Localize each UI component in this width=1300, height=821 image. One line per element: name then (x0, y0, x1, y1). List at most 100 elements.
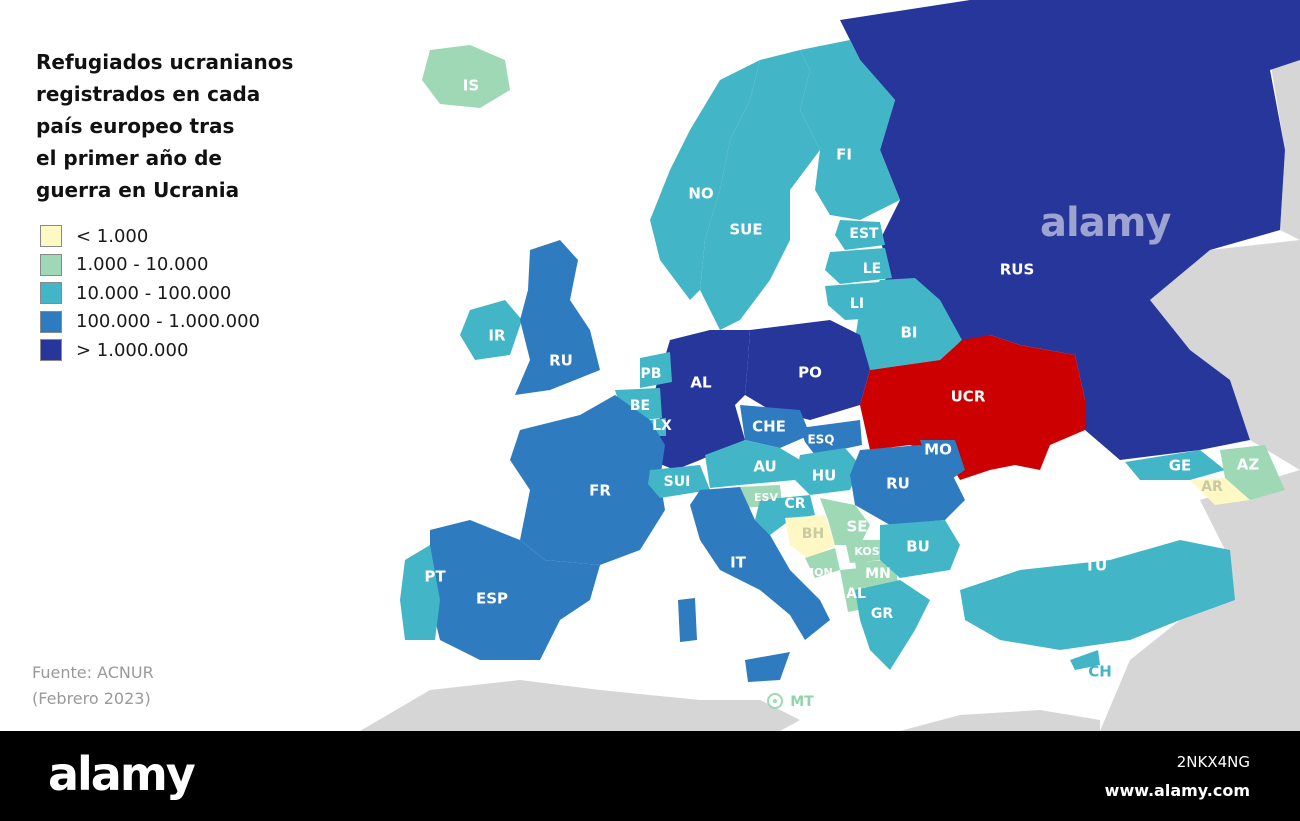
country-label: BE (630, 398, 650, 414)
watermark: alamy (1040, 200, 1171, 246)
country-region-hu (795, 448, 860, 495)
country-region-fi (800, 40, 900, 220)
title-line: registrados en cada (36, 82, 261, 106)
country-region-ir (460, 300, 522, 360)
country-region-fr (510, 395, 665, 565)
country-label: HU (812, 467, 837, 485)
country-label: AU (753, 458, 776, 476)
country-region-ch (1070, 650, 1100, 670)
legend-item: 10.000 - 100.000 (40, 279, 260, 308)
legend-label: < 1.000 (76, 225, 149, 247)
country-region-mt (767, 693, 783, 709)
country-label: FI (836, 146, 852, 164)
source-line: (Febrero 2023) (32, 689, 151, 708)
image-id: 2NKX4NG (1176, 753, 1250, 771)
country-label: IS (463, 77, 479, 95)
country-label: ESP (476, 590, 508, 608)
country-label: AZ (1237, 456, 1260, 474)
footer-logo: alamy (48, 747, 196, 801)
country-region-sicily (745, 652, 790, 682)
country-label: KOS (854, 545, 879, 558)
europe-map: IS NO SUE FI EST LE LI BI RUS IR RU PB B… (360, 0, 1300, 731)
title-line: Refugiados ucranianos (36, 50, 294, 74)
legend-item: < 1.000 (40, 222, 260, 251)
country-region-sui (648, 465, 710, 498)
country-label: AL (690, 374, 712, 392)
country-label: IR (488, 327, 506, 345)
country-label: SE (846, 518, 867, 536)
country-label: LX (652, 418, 672, 434)
country-region-ucr (860, 335, 1085, 480)
legend-label: 10.000 - 100.000 (76, 282, 232, 304)
country-region-sue (700, 50, 820, 330)
country-region-pb (640, 352, 672, 388)
map-title: Refugiados ucranianos registrados en cad… (36, 46, 326, 206)
country-label: ESQ (807, 433, 834, 447)
country-label: GR (871, 606, 893, 622)
title-line: país europeo tras (36, 114, 235, 138)
country-region-se (820, 498, 870, 545)
country-label: MO (924, 441, 952, 459)
country-label: BU (906, 538, 930, 556)
country-region-tu (960, 540, 1235, 650)
country-region-ge (1125, 450, 1225, 480)
country-label: MN (865, 566, 891, 582)
country-label: CR (784, 496, 805, 512)
legend-item: 100.000 - 1.000.000 (40, 308, 260, 337)
legend-label: > 1.000.000 (76, 339, 189, 361)
title-line: el primer año de (36, 146, 222, 170)
country-label: EST (849, 226, 879, 242)
legend-swatch (40, 339, 62, 362)
country-region-esp (430, 520, 600, 660)
country-label: ESV (754, 491, 778, 504)
country-region-gr (855, 580, 930, 670)
country-label: SUI (664, 474, 691, 490)
country-label: PB (641, 366, 662, 382)
country-label: MON (803, 566, 833, 579)
land-central-asia-top (1270, 55, 1300, 240)
country-label: BH (802, 526, 824, 542)
country-label: SUE (729, 221, 762, 239)
country-label: FR (589, 482, 611, 500)
country-label: AR (1201, 479, 1223, 495)
legend-swatch (40, 310, 62, 333)
legend-label: 1.000 - 10.000 (76, 254, 209, 276)
country-region-bi (855, 278, 962, 370)
country-region-po (745, 320, 870, 420)
country-region-pt (400, 545, 440, 640)
legend-swatch (40, 225, 62, 248)
country-label: PT (424, 568, 446, 586)
legend-swatch (40, 282, 62, 305)
country-label: LE (863, 261, 881, 277)
source-note: Fuente: ACNUR (Febrero 2023) (32, 660, 154, 712)
country-region-bh (785, 515, 835, 560)
country-label: IT (730, 554, 747, 572)
legend-swatch (40, 253, 62, 276)
land-north-africa-east (900, 710, 1100, 731)
country-region-sardinia (678, 598, 697, 642)
footer-bar: alamy 2NKX4NG www.alamy.com (0, 731, 1300, 821)
country-region-mon (805, 548, 840, 578)
map-legend: < 1.000 1.000 - 10.000 10.000 - 100.000 … (40, 222, 260, 365)
country-label: BI (900, 324, 917, 342)
legend-item: 1.000 - 10.000 (40, 251, 260, 280)
country-label: GE (1169, 457, 1192, 475)
country-region-mt-dot (773, 699, 777, 703)
land-kazakhstan (1150, 240, 1300, 470)
country-region-bu (880, 520, 960, 578)
country-label: RU (886, 475, 910, 493)
country-region-az (1220, 445, 1285, 500)
country-region-mn (855, 560, 898, 588)
country-region-is (422, 45, 510, 108)
country-label: TU (1085, 557, 1107, 575)
country-label: PO (798, 364, 822, 382)
footer-url: www.alamy.com (1104, 781, 1250, 800)
country-region-che (740, 405, 810, 448)
country-region-le (825, 248, 892, 284)
country-region-au (705, 440, 800, 488)
country-label: UCR (951, 388, 986, 406)
country-region-esq (800, 420, 862, 455)
country-label: NO (688, 185, 713, 203)
country-region-cr (755, 495, 815, 535)
country-label: MT (790, 694, 814, 710)
